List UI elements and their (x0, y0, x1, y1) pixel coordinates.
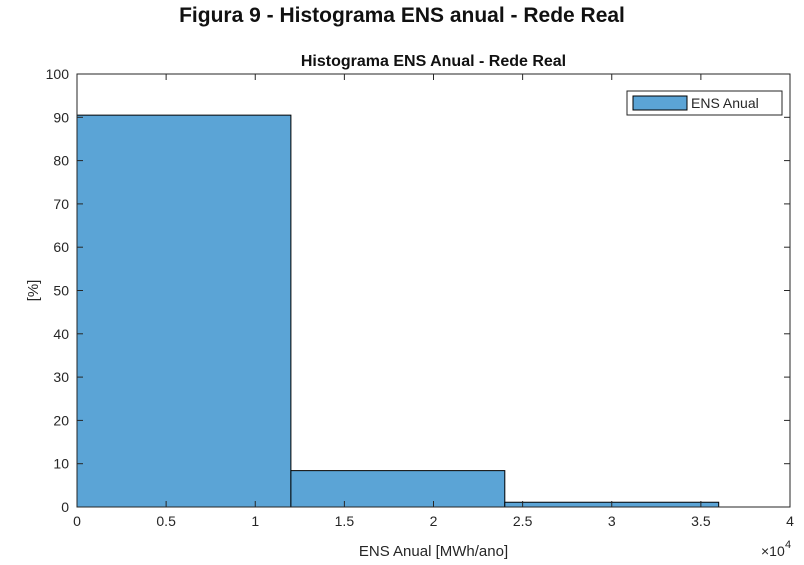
x-exponent-base: ×10 (761, 543, 785, 559)
y-axis-label: [%] (25, 280, 42, 302)
histogram-bar (76, 114, 292, 508)
legend-label: ENS Anual (691, 95, 759, 111)
x-axis-label: ENS Anual [MWh/ano] (359, 543, 508, 560)
y-tick-label: 50 (53, 283, 69, 299)
x-tick-label: 3 (608, 513, 616, 529)
x-exponent-power: 4 (785, 539, 791, 551)
y-tick-label: 70 (53, 196, 69, 212)
x-tick-label: 0.5 (156, 513, 176, 529)
y-tick-label: 20 (53, 412, 69, 428)
x-tick-label: 1.5 (335, 513, 355, 529)
x-axis-exponent: ×10 4 (761, 539, 791, 559)
y-tick-label: 40 (53, 326, 69, 342)
histogram-bar (290, 470, 506, 508)
x-tick-label: 3.5 (691, 513, 711, 529)
chart-title: Histograma ENS Anual - Rede Real (301, 53, 566, 70)
x-tick-label: 1 (251, 513, 259, 529)
x-tick-label: 4 (786, 513, 794, 529)
y-tick-label: 30 (53, 369, 69, 385)
x-tick-label: 2.5 (513, 513, 533, 529)
x-tick-label: 0 (73, 513, 81, 529)
bars-layer (76, 114, 720, 508)
figure-caption: Figura 9 - Histograma ENS anual - Rede R… (179, 4, 625, 27)
legend-swatch (632, 95, 688, 111)
y-tick-label: 60 (53, 239, 69, 255)
y-tick-label: 10 (53, 456, 69, 472)
y-tick-label: 100 (46, 66, 70, 82)
x-tick-label: 2 (430, 513, 438, 529)
y-tick-label: 80 (53, 153, 69, 169)
legend: ENS Anual (626, 90, 783, 116)
y-tick-label: 0 (61, 499, 69, 515)
y-tick-label: 90 (53, 109, 69, 125)
